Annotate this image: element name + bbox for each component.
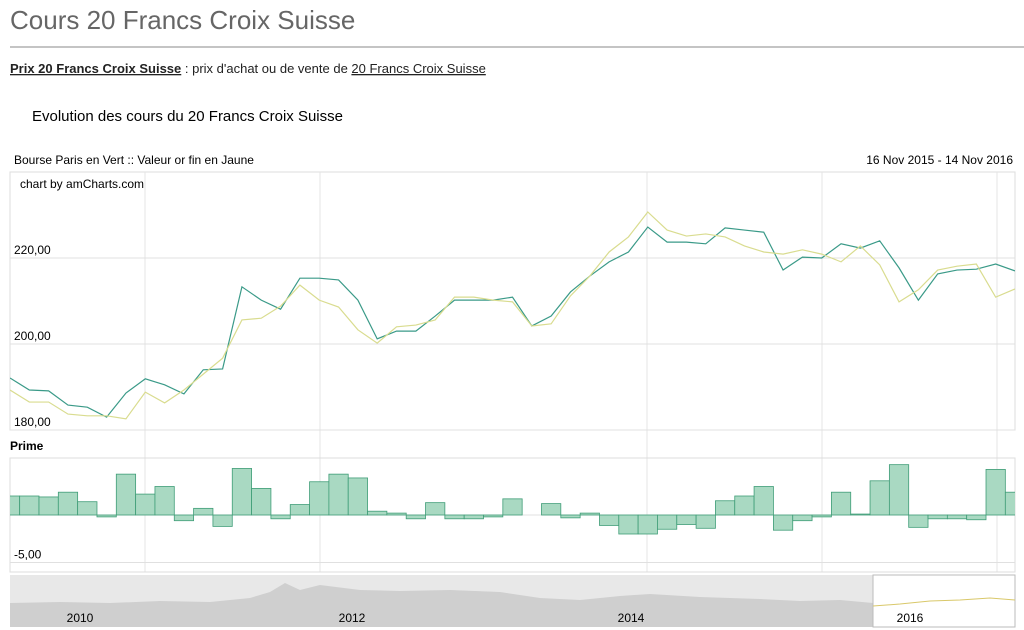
premium-bar xyxy=(502,498,523,516)
premium-bar xyxy=(753,486,774,516)
premium-bar xyxy=(57,491,79,516)
premium-bar xyxy=(231,468,252,516)
premium-bar xyxy=(579,512,600,516)
scroller-labels: 2010 2012 2014 2016 xyxy=(67,611,924,625)
premium-bar xyxy=(811,514,832,518)
bar-group xyxy=(10,464,1015,535)
premium-bar xyxy=(869,480,890,516)
intro-link[interactable]: Prix 20 Francs Croix Suisse xyxy=(10,61,181,76)
premium-bar xyxy=(405,514,426,520)
premium-bar xyxy=(850,513,871,516)
intro-paragraph: Prix 20 Francs Croix Suisse : prix d'ach… xyxy=(10,61,486,76)
premium-bar xyxy=(425,502,446,516)
chart-legend-text: Bourse Paris en Vert :: Valeur or fin en… xyxy=(14,153,254,167)
premium-bar xyxy=(637,514,658,535)
page-title: Cours 20 Francs Croix Suisse xyxy=(10,5,355,35)
premium-bar xyxy=(463,514,484,520)
premium-bar xyxy=(154,486,175,516)
scroller-area xyxy=(10,583,873,627)
premium-bar xyxy=(695,514,716,529)
premium-bar xyxy=(212,514,233,527)
premium-bar xyxy=(927,514,948,520)
date-range: 16 Nov 2015 - 14 Nov 2016 xyxy=(866,153,1013,167)
premium-bar xyxy=(367,510,388,516)
premium-bar xyxy=(888,464,910,516)
premium-bar xyxy=(541,503,562,516)
premium-bar xyxy=(966,514,987,521)
premium-bar xyxy=(985,468,1006,516)
premium-bar xyxy=(38,496,59,516)
premium-bar xyxy=(715,500,736,516)
y-tick-label: -5,00 xyxy=(14,548,42,562)
scroller-year-label: 2010 xyxy=(67,611,94,625)
premium-bar xyxy=(676,514,697,525)
chart-heading: Evolution des cours du 20 Francs Croix S… xyxy=(32,108,343,125)
premium-bar xyxy=(599,514,620,526)
price-line xyxy=(10,211,1015,420)
premium-bar xyxy=(560,514,581,519)
premium-bar xyxy=(251,487,272,516)
premium-bar xyxy=(10,495,21,516)
premium-bar xyxy=(289,504,310,516)
scroller-year-label: 2014 xyxy=(618,611,645,625)
premium-bar xyxy=(135,493,156,516)
premium-bar xyxy=(96,514,117,518)
line-series-group xyxy=(10,211,1015,420)
chart-credit[interactable]: chart by amCharts.com xyxy=(20,177,144,191)
premium-bar xyxy=(483,514,504,518)
scroller[interactable] xyxy=(10,574,1016,628)
y-tick-label: 180,00 xyxy=(14,415,51,429)
intro-link[interactable]: 20 Francs Croix Suisse xyxy=(351,61,485,76)
price-line xyxy=(10,226,1015,418)
premium-bar xyxy=(173,514,195,522)
premium-bar xyxy=(347,477,368,516)
premium-bar xyxy=(1004,491,1015,516)
premium-bar xyxy=(946,514,968,520)
premium-bar xyxy=(193,507,214,516)
premium-bar xyxy=(115,473,137,516)
scroller-line xyxy=(872,597,1016,607)
premium-bar xyxy=(792,514,813,522)
premium-bar xyxy=(386,512,407,516)
vertical-grid xyxy=(144,172,998,572)
scroller-year-label: 2016 xyxy=(897,611,924,625)
premium-bar xyxy=(908,514,929,528)
y-tick-label: 220,00 xyxy=(14,243,51,257)
premium-bar xyxy=(618,514,639,535)
intro-text: : prix d'achat ou de vente de xyxy=(181,61,351,76)
y-tick-label: 200,00 xyxy=(14,329,51,343)
premium-bar xyxy=(734,495,755,516)
premium-bar xyxy=(773,514,794,531)
premium-bar xyxy=(77,501,98,516)
premium-bar xyxy=(657,514,678,530)
panel-title: Prime xyxy=(10,439,44,453)
premium-bar xyxy=(830,491,852,516)
premium-bar xyxy=(19,495,40,516)
main-panel xyxy=(9,171,1016,431)
premium-bar xyxy=(444,514,465,520)
premium-bar xyxy=(328,473,349,516)
premium-bar xyxy=(270,514,291,520)
scroller-year-label: 2012 xyxy=(339,611,366,625)
premium-bar xyxy=(309,481,330,516)
